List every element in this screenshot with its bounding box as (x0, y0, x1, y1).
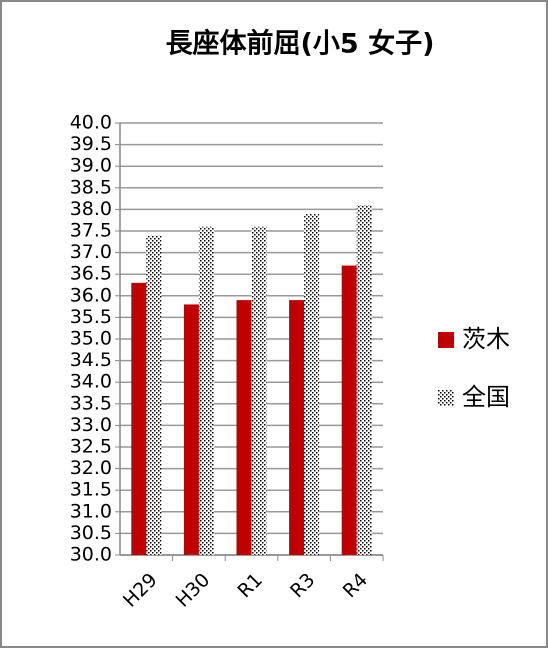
legend-swatch (438, 332, 454, 348)
bar (304, 213, 320, 555)
y-tick-label: 32.0 (70, 457, 112, 479)
y-tick-label: 31.5 (70, 479, 112, 501)
bar (183, 304, 199, 555)
legend-label: 茨木 (462, 325, 510, 353)
bar (356, 205, 372, 555)
y-tick-label: 38.5 (70, 176, 112, 198)
legend-swatch (438, 390, 454, 406)
bar (251, 226, 267, 555)
y-tick-label: 39.0 (70, 155, 112, 177)
bar (341, 265, 357, 555)
y-tick-label: 34.0 (70, 371, 112, 393)
y-tick-label: 36.0 (70, 284, 112, 306)
y-tick-label: 38.0 (70, 198, 112, 220)
chart-title: 長座体前屈(小5 女子) (166, 28, 435, 60)
y-tick-label: 36.5 (70, 263, 112, 285)
bar (236, 300, 252, 555)
y-tick-label: 33.0 (70, 414, 112, 436)
y-tick-label: 31.0 (70, 500, 112, 522)
y-tick-label: 37.5 (70, 220, 112, 242)
y-tick-label: 30.0 (70, 544, 112, 566)
y-tick-label: 32.5 (70, 436, 112, 458)
legend-label: 全国 (462, 383, 510, 411)
y-tick-label: 35.0 (70, 328, 112, 350)
y-tick-label: 33.5 (70, 392, 112, 414)
bar (146, 235, 162, 555)
y-tick-label: 37.0 (70, 241, 112, 263)
bar (131, 282, 147, 555)
y-tick-label: 30.5 (70, 522, 112, 544)
y-tick-label: 34.5 (70, 349, 112, 371)
bar (198, 226, 214, 555)
y-tick-label: 35.5 (70, 306, 112, 328)
y-tick-label: 40.0 (70, 112, 112, 134)
bar (289, 300, 305, 555)
y-tick-label: 39.5 (70, 133, 112, 155)
